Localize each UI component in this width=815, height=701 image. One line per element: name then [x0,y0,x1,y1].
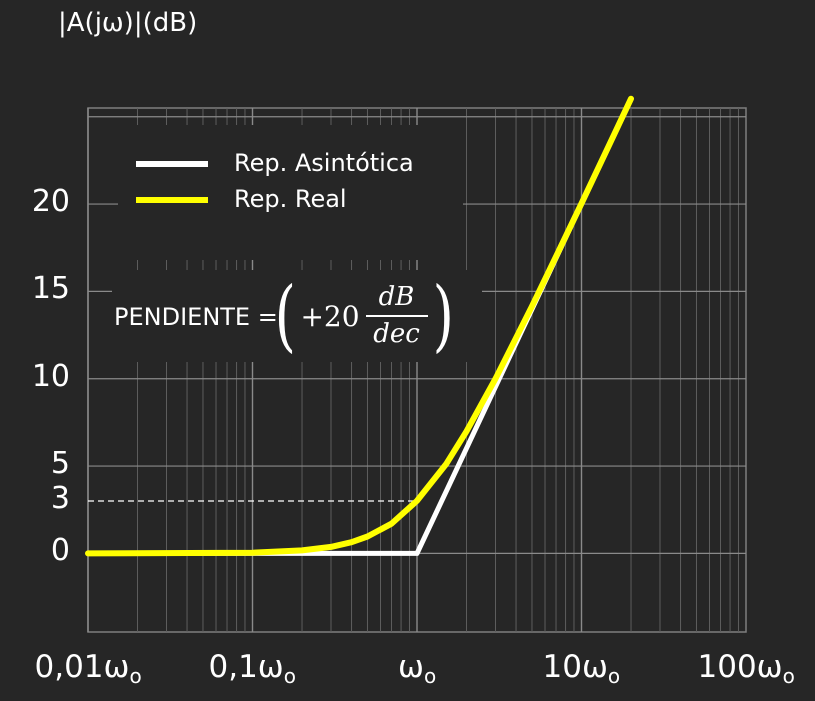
series-line-real [85,95,634,557]
x-tick-text: 100ω [697,649,783,685]
legend-swatch-real [136,197,208,203]
legend-label-asintotica: Rep. Asintótica [234,149,414,177]
x-tick-label: 10ωo [542,649,621,688]
legend-swatch-asintotica [136,161,208,167]
x-tick-label: 0,1ωo [208,649,297,688]
x-tick-text: 0,01ω [34,649,130,685]
y-tick-label: 3 [50,481,70,516]
slope-coefficient: +20 [300,299,360,333]
legend: Rep. Asintótica Rep. Real [118,125,463,260]
slope-fraction: dB dec [365,281,428,350]
y-tick-label: 10 [31,358,70,394]
slope-label: PENDIENTE = [114,303,278,331]
x-tick-label: 100ωo [697,649,795,688]
slope-numerator: dB [378,281,415,312]
y-tick-label: 20 [31,184,70,220]
y-tick-label: 15 [31,271,70,307]
x-tick-subscript: o [607,664,621,688]
x-tick-text: 10ω [542,649,608,685]
y-tick-label: 0 [50,533,70,569]
x-tick-label: 0,01ωo [34,649,142,688]
x-tick-text: ω [398,649,424,685]
y-tick-label: 5 [50,446,70,482]
slope-denominator: dec [373,319,420,349]
x-tick-text: 0,1ω [208,649,284,685]
x-tick-subscript: o [782,664,795,688]
right-paren: ) [432,271,454,361]
fraction-bar [365,315,428,317]
x-tick-subscript: o [283,664,297,688]
x-tick-label: ωo [398,649,437,688]
slope-formula: ( +20 dB dec ) [270,270,458,362]
x-tick-subscript: o [129,664,142,688]
y-axis-label: |A(jω)|(dB) [58,8,198,38]
left-paren: ( [274,271,296,361]
x-tick-subscript: o [423,664,437,688]
legend-label-real: Rep. Real [234,185,347,213]
series-group [85,95,634,557]
slope-annotation: PENDIENTE = ( +20 dB dec ) [112,270,482,362]
